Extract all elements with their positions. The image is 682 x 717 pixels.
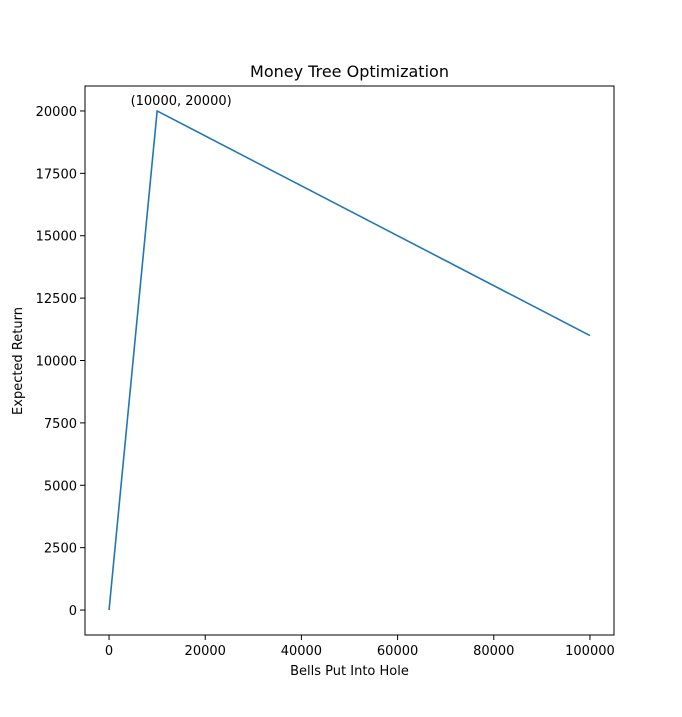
y-tick-label: 5000 — [44, 479, 77, 494]
y-tick-label: 2500 — [44, 542, 77, 557]
y-axis-label: Expected Return — [11, 307, 26, 415]
x-axis-label: Bells Put Into Hole — [290, 664, 409, 679]
y-tick-label: 7500 — [44, 417, 77, 432]
y-tick-label: 20000 — [36, 105, 77, 120]
y-tick-label: 15000 — [36, 230, 77, 245]
y-tick-label: 12500 — [36, 292, 77, 307]
y-tick-label: 17500 — [36, 167, 77, 182]
x-tick-label: 0 — [105, 644, 113, 659]
x-tick-label: 40000 — [281, 644, 322, 659]
x-tick-label: 20000 — [185, 644, 226, 659]
chart-title: Money Tree Optimization — [250, 62, 449, 81]
axes-frame — [84, 85, 615, 636]
x-tick-label: 60000 — [377, 644, 418, 659]
y-tick-label: 10000 — [36, 355, 77, 370]
peak-annotation: (10000, 20000) — [131, 94, 232, 109]
series-line — [108, 109, 591, 611]
y-tick-label: 0 — [69, 604, 77, 619]
plot-area: 0 20000 40000 60000 80000 100000 0 2500 5000 7500… — [36, 85, 615, 659]
x-tick-label: 100000 — [565, 644, 615, 659]
x-tick-label: 80000 — [473, 644, 514, 659]
